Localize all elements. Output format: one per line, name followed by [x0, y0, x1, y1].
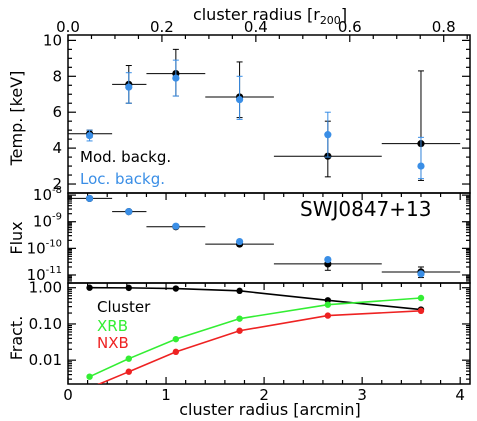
data-point [85, 131, 94, 140]
data-point [172, 348, 180, 356]
data-point [235, 237, 244, 246]
bottom-x-tick-label: 2 [259, 386, 269, 404]
y-tick-label: 2 [52, 175, 62, 193]
y-tick-label: 10-10 [27, 238, 62, 257]
data-point [172, 335, 180, 343]
top-axis-label: cluster radius [r200] [193, 5, 347, 27]
bottom-axis-label: cluster radius [arcmin] [179, 400, 361, 419]
top-axis: 0.0 0.2 0.4 0.6 0.8 [56, 18, 468, 42]
y-tick-label: 10-8 [33, 185, 62, 204]
data-point [236, 287, 243, 295]
data-point [236, 327, 243, 334]
series-line [89, 297, 422, 378]
data-point [324, 297, 332, 304]
top-x-tick-label: 0.6 [338, 18, 362, 36]
data-point [125, 355, 132, 362]
y-tick-label: 0.10 [29, 315, 62, 333]
y-tick-label: 10-9 [33, 212, 62, 231]
data-point [172, 74, 180, 82]
data-point [125, 284, 132, 292]
legend-nxb: NXB [97, 334, 129, 352]
data-point [85, 194, 94, 203]
top-x-tick-label: 0.4 [244, 18, 268, 36]
top-x-tick-label: 0.2 [150, 18, 174, 36]
y-tick-label: 6 [52, 103, 62, 121]
y-tick-label: 4 [52, 139, 62, 157]
legend-loc-backg: Loc. backg. [80, 170, 165, 188]
data-point [86, 373, 93, 380]
data-point [125, 208, 133, 216]
y-tick-label: 8 [52, 67, 62, 85]
data-point [235, 96, 244, 104]
data-point [417, 270, 425, 278]
top-x-tick-label: 0.0 [56, 18, 80, 36]
data-point [125, 83, 133, 91]
data-point [417, 294, 425, 302]
data-point [324, 131, 332, 139]
y-tick-label: 1.00 [29, 279, 62, 297]
data-point [172, 285, 180, 292]
fraction-axis-label: Fract. [7, 316, 26, 361]
temperature-panel: 2 4 6 8 10 [43, 31, 471, 194]
data-point [324, 312, 332, 319]
data-point [324, 301, 332, 308]
bottom-x-tick-label: 1 [161, 386, 171, 404]
bottom-x-tick-label: 3 [357, 386, 367, 404]
series-line [97, 310, 422, 384]
data-point [417, 307, 425, 315]
legend-xrb: XRB [97, 317, 128, 335]
data-point [125, 368, 132, 375]
legend-cluster: Cluster [97, 298, 151, 316]
panel-frame [67, 282, 471, 385]
cluster-name-annotation: SWJ0847+13 [300, 197, 431, 221]
legend-mod-backg: Mod. backg. [80, 148, 171, 166]
top-x-tick-label: 0.8 [432, 18, 456, 36]
fraction-panel: 1.00 0.10 0.01 [29, 279, 471, 385]
y-tick-label: 10 [43, 31, 62, 49]
data-point [236, 315, 243, 322]
y-tick-label: 10-11 [27, 265, 62, 284]
temperature-axis-label: Temp. [keV] [7, 71, 26, 167]
data-point [86, 284, 93, 291]
data-point [417, 162, 425, 170]
data-point [172, 222, 180, 230]
bottom-x-tick-label: 4 [455, 386, 465, 404]
y-tick-label: 0.01 [29, 351, 62, 369]
series-line [89, 286, 422, 311]
data-point [324, 255, 332, 264]
bottom-axis: 0 1 2 3 4 [63, 386, 465, 404]
flux-axis-label: Flux [7, 221, 26, 254]
bottom-x-tick-label: 0 [63, 386, 73, 404]
